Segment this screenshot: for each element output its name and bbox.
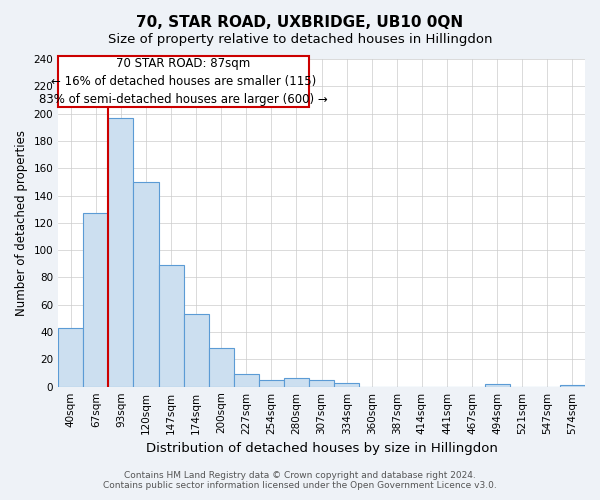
Text: Size of property relative to detached houses in Hillingdon: Size of property relative to detached ho…: [108, 32, 492, 46]
Text: Contains HM Land Registry data © Crown copyright and database right 2024.
Contai: Contains HM Land Registry data © Crown c…: [103, 470, 497, 490]
Bar: [58, 328, 83, 386]
Bar: [334, 382, 359, 386]
Bar: [133, 182, 158, 386]
Bar: [83, 214, 109, 386]
Bar: [158, 265, 184, 386]
Bar: [259, 380, 284, 386]
Bar: [284, 378, 309, 386]
Y-axis label: Number of detached properties: Number of detached properties: [15, 130, 28, 316]
Bar: [234, 374, 259, 386]
X-axis label: Distribution of detached houses by size in Hillingdon: Distribution of detached houses by size …: [146, 442, 497, 455]
Bar: [109, 118, 133, 386]
Bar: [309, 380, 334, 386]
FancyBboxPatch shape: [58, 56, 309, 107]
Text: 70 STAR ROAD: 87sqm
← 16% of detached houses are smaller (115)
83% of semi-detac: 70 STAR ROAD: 87sqm ← 16% of detached ho…: [39, 57, 328, 106]
Text: 70, STAR ROAD, UXBRIDGE, UB10 0QN: 70, STAR ROAD, UXBRIDGE, UB10 0QN: [136, 15, 464, 30]
Bar: [184, 314, 209, 386]
Bar: [209, 348, 234, 387]
Bar: [485, 384, 510, 386]
